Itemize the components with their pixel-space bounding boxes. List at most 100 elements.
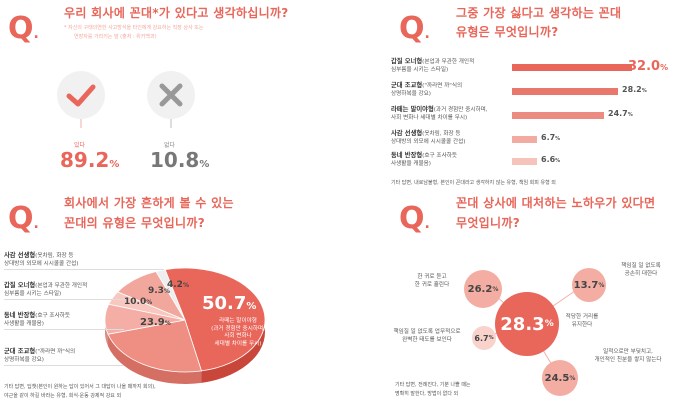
bar-row-desc-2: 사회 변화나 세대별 차이를 무시) [391,114,468,121]
bar-row-name: 갑질 오너형 [391,58,423,65]
question-note-2: 연장자를 가리키는 말 (출처 : 위키백과) [74,34,157,40]
no-number: 10.8 [150,148,200,172]
bar [512,88,618,95]
legend-item: 동네 반장형(호구 조사하듯 사생활을 캐물음) [4,312,70,328]
bar-row-desc-1: (과거 경험만 중시하며, [433,107,488,113]
bubble-unit: % [598,281,605,289]
yes-value: 89.2% [60,148,119,172]
footnote-1: 기타 답변, 전례진다, 기분 나쁠 때는 [395,382,471,388]
legend-desc-2: 상명하복을 강요) [4,357,44,363]
no-value: 10.8% [150,148,209,172]
legend-item: 갑질 오너형(본업과 무관한 개인적 심부름을 시키는 스타일) [4,282,87,298]
bar-row-desc-2: 사생활을 캐물음) [391,160,431,167]
bar-number: 28.2 [622,85,642,94]
question-note-1: * 자신의 구태의연한 사고방식을 타인에게 강요하는 직장 상사 또는 [64,25,204,31]
q-mark: Q. [8,201,39,236]
bubble-label-1: 책임질 일 없도록 [621,263,661,269]
bar-value: 6.7% [541,133,560,142]
legend-leader-line [4,329,124,330]
bar-unit: % [555,158,561,164]
bubble: 24.5% [542,360,578,396]
slice-value-100: 10.0% [124,297,152,307]
panel-most-common: Q. 회사에서 가장 흔하게 볼 수 있는 꼰대의 유형은 무엇입니까? 라떼는… [0,196,340,412]
bar-row-name: 사감 선생형 [391,130,423,137]
bar-row-label: 사감 선생형(옷차림, 화장 등 상대방의 외모에 시시콜콜 간섭) [391,130,465,146]
bubble-label-2: 한 귀로 흘린다 [414,282,450,288]
check-icon [56,70,106,128]
pie-slice-5: 기타 [155,269,186,321]
bar-value: 24.7% [608,109,633,118]
bar-value: 6.6% [541,155,560,164]
bar-row-name: 동네 반장형 [391,152,423,159]
legend-item: 사감 선생형(옷차림, 화장 등 상대방의 외모에 시시콜콜 간섭) [4,252,78,268]
pie-slice-0: 라떼는 말이야형 [164,267,266,372]
bar-value: 32.0% [628,59,668,74]
footnote-2: 명확히 말한다, 방법이 없다 외 [395,391,459,397]
slice-number: 23.9 [140,317,165,328]
q-mark: Q. [8,11,39,46]
main-slice-label-3: 사회 변화나 [224,333,252,339]
bar-row-desc-1: ("까라면 까"식의 [422,83,463,89]
legend-item: 군대 조교형("까라면 까"식의 상명하복을 강요) [4,348,75,364]
bubble-label: 적당한 거리를 유지한다 [562,313,602,329]
legend-desc-1: ("까라면 까"식의 [35,349,76,355]
footnote-2: 야근을 같이 하길 바라는 유형, 회식·운동 강제적 강요 외 [4,393,122,399]
slice-value-239: 23.9% [140,317,171,328]
slice-value-93: 9.3% [148,286,170,296]
slice-unit: % [164,320,171,327]
q-letter: Q [8,201,34,236]
yes-number: 89.2 [60,148,110,172]
bar-number: 24.7 [608,109,628,118]
bar-row-desc-2: 상명하복을 강요) [391,90,431,97]
bar-number: 6.7 [541,133,556,142]
bar-row-desc-1: (호구 조사하듯 [422,153,458,159]
bubble-label-1: 책임질 일 없도록 업무적으로 [393,329,461,335]
question-title-1: 꼰대 상사에 대처하는 노하우가 있다면 [456,196,656,210]
question-title-1: 회사에서 가장 흔하게 볼 수 있는 [64,196,234,210]
pie-slice-side [108,334,202,384]
legend-name: 사감 선생형 [4,252,36,259]
slice-unit: % [182,282,189,289]
pie-slice-1: 군대 조교형 [107,319,202,373]
bar-number: 32.0 [628,59,661,74]
bubble-unit: % [544,319,554,329]
main-slice-label-4: 세대별 차이를 무시) [214,340,262,347]
legend-leader-line [4,269,164,270]
bar-row-name: 군대 조교형 [391,82,423,89]
main-slice-value: 50.7% [202,293,256,314]
bubble-number: 13.7 [573,279,599,291]
panel-most-disliked: Q. 그중 가장 싫다고 생각하는 꼰대 유형은 무엇입니까? 갑질 오너형(본… [340,0,680,200]
bubble-label-1: 한 귀로 듣고 [417,274,447,280]
bar-row-desc-1: (본업과 무관한 개인적 [422,59,475,65]
legend-name: 동네 반장형 [4,312,36,319]
bubble-label-1: 일적으로만 부딪치고, [603,349,653,355]
bar-row-label: 동네 반장형(호구 조사하듯 사생활을 캐물음) [391,152,457,168]
slice-number: 9.3 [148,286,164,296]
no-unit: % [199,159,210,170]
bubble-label-2: 공손히 대한다 [624,271,658,277]
yes-unit: % [109,159,120,170]
question-title-2: 유형은 무엇입니까? [456,25,559,39]
main-slice-number: 50.7 [202,293,247,314]
pie-chart: 라떼는 말이야형군대 조교형갑질 오너형사감 선생형동네 반장형기타 [104,267,266,384]
legend-leader-line [4,365,124,366]
bar-row-label: 군대 조교형("까라면 까"식의 상명하복을 강요) [391,82,462,98]
q-letter: Q [8,11,34,46]
main-slice-label-2: (과거 경험만 중시하며, [211,325,265,332]
legend-desc-2: 상대방의 외모에 시시콜콜 간섭) [4,261,79,267]
legend-desc-1: (호구 조사하듯 [35,313,71,319]
bubble-label-2: 완벽한 태도를 보인다 [402,337,452,343]
slice-number: 4.2 [167,280,183,290]
bar-row-desc-2: 심부름을 시키는 스타일) [391,66,449,73]
bar-row-label: 갑질 오너형(본업과 무관한 개인적 심부름을 시키는 스타일) [391,58,474,74]
bubble-unit: % [492,285,499,293]
q-letter: Q [399,201,425,236]
bubble: 28.3% [495,292,559,356]
question-title: 우리 회사에 꼰대*가 있다고 생각하십니까? [64,6,289,20]
bubble-unit: % [488,335,494,341]
bubble-label-2: 유지한다 [571,322,593,328]
slice-unit: % [146,299,153,306]
bar-number: 6.6 [541,155,556,164]
